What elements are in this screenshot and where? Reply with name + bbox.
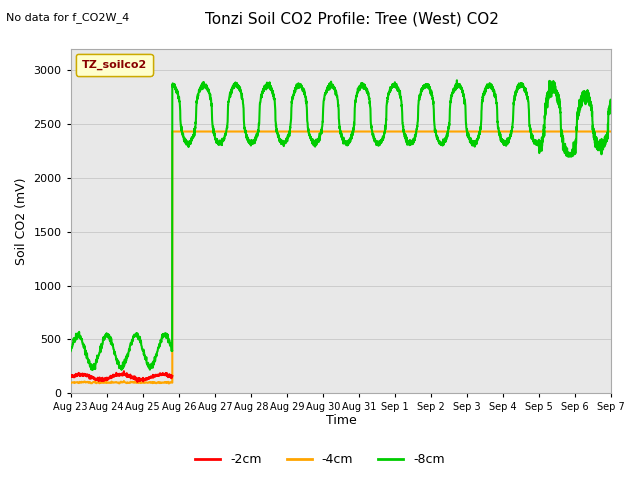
X-axis label: Time: Time bbox=[326, 414, 356, 427]
Text: Tonzi Soil CO2 Profile: Tree (West) CO2: Tonzi Soil CO2 Profile: Tree (West) CO2 bbox=[205, 12, 499, 27]
Text: No data for f_CO2W_4: No data for f_CO2W_4 bbox=[6, 12, 130, 23]
Legend: TZ_soilco2: TZ_soilco2 bbox=[76, 54, 152, 75]
Y-axis label: Soil CO2 (mV): Soil CO2 (mV) bbox=[15, 177, 28, 264]
Legend: -2cm, -4cm, -8cm: -2cm, -4cm, -8cm bbox=[190, 448, 450, 471]
